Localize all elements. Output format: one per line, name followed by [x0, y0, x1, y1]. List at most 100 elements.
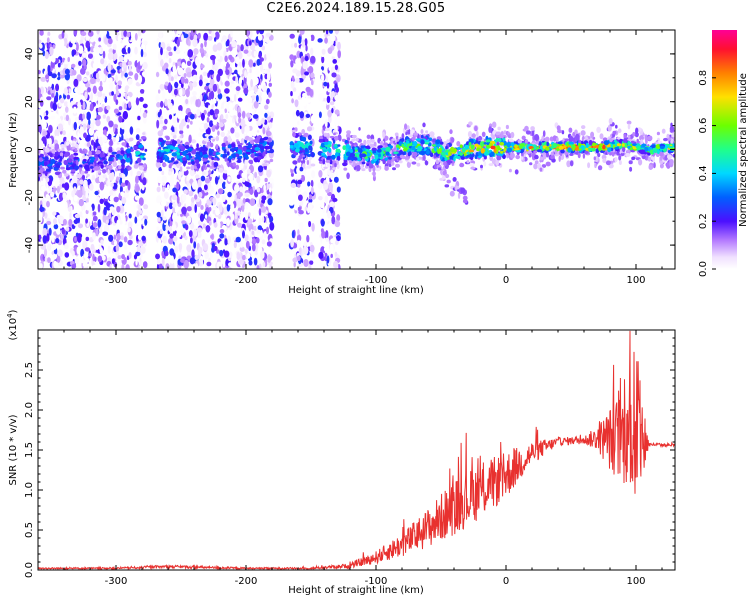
noise-speckle: [199, 123, 205, 130]
noise-speckle: [121, 254, 125, 260]
noise-speckle: [219, 233, 225, 239]
noise-speckle: [288, 201, 295, 206]
noise-speckle: [120, 182, 126, 187]
noise-speckle: [161, 258, 165, 267]
noise-speckle: [257, 165, 264, 173]
noise-speckle: [207, 245, 211, 254]
noise-speckle: [297, 239, 301, 249]
noise-speckle: [204, 40, 207, 48]
noise-speckle: [40, 243, 47, 250]
noise-speckle: [53, 224, 59, 230]
noise-speckle: [107, 178, 111, 187]
noise-speckle: [302, 60, 308, 70]
noise-speckle: [127, 78, 133, 85]
noise-speckle: [101, 136, 108, 143]
noise-speckle: [178, 44, 184, 52]
noise-speckle: [264, 177, 268, 183]
noise-speckle: [68, 219, 73, 227]
noise-speckle: [77, 234, 82, 243]
noise-speckle: [179, 130, 184, 135]
noise-speckle: [181, 165, 188, 172]
noise-speckle: [172, 203, 177, 208]
noise-speckle: [49, 46, 54, 56]
noise-speckle: [189, 257, 195, 265]
noise-speckle: [95, 72, 100, 80]
noise-speckle: [181, 34, 184, 42]
noise-speckle: [185, 224, 189, 231]
noise-speckle: [334, 30, 340, 35]
noise-speckle: [123, 236, 128, 243]
noise-speckle: [121, 47, 127, 55]
noise-speckle: [330, 253, 334, 258]
noise-speckle: [295, 58, 301, 65]
noise-speckle: [97, 106, 103, 113]
noise-speckle: [102, 74, 106, 82]
noise-speckle: [219, 159, 226, 164]
halo-speckle: [425, 130, 429, 134]
noise-speckle: [227, 176, 231, 182]
noise-speckle: [319, 188, 323, 197]
noise-speckle: [56, 255, 61, 263]
noise-speckle: [264, 169, 267, 175]
noise-speckle: [217, 92, 223, 100]
noise-speckle: [156, 37, 160, 44]
halo-speckle: [455, 185, 460, 190]
halo-speckle: [515, 154, 521, 160]
noise-speckle: [48, 124, 53, 134]
halo-speckle: [534, 154, 539, 160]
noise-speckle: [226, 204, 231, 212]
noise-speckle: [200, 43, 204, 49]
noise-speckle: [330, 91, 334, 101]
ridge-speckle: [426, 158, 431, 162]
noise-speckle: [244, 159, 249, 166]
noise-speckle: [57, 123, 64, 132]
noise-speckle: [304, 55, 309, 62]
noise-speckle: [196, 125, 200, 134]
noise-speckle: [246, 112, 251, 118]
noise-speckle: [135, 185, 140, 192]
noise-speckle: [260, 206, 267, 213]
noise-speckle: [266, 52, 271, 60]
noise-speckle: [86, 111, 91, 121]
noise-speckle: [160, 58, 164, 67]
noise-speckle: [320, 228, 324, 233]
noise-speckle: [174, 81, 179, 89]
noise-speckle: [134, 46, 138, 55]
noise-speckle: [266, 241, 272, 247]
noise-speckle: [261, 117, 265, 125]
noise-speckle: [157, 111, 161, 118]
noise-speckle: [165, 50, 169, 59]
noise-speckle: [79, 211, 83, 217]
noise-speckle: [85, 218, 88, 224]
noise-speckle: [172, 230, 177, 236]
noise-speckle: [297, 229, 300, 236]
halo-speckle: [534, 134, 540, 141]
noise-speckle: [117, 34, 122, 43]
noise-speckle: [137, 91, 141, 99]
noise-speckle: [109, 195, 115, 202]
noise-speckle: [113, 240, 118, 246]
noise-speckle: [156, 175, 162, 184]
noise-speckle: [115, 74, 118, 83]
noise-speckle: [109, 81, 114, 91]
noise-speckle: [264, 54, 267, 61]
noise-speckle: [82, 195, 87, 202]
noise-speckle: [310, 55, 316, 64]
noise-speckle: [168, 237, 174, 245]
noise-speckle: [296, 190, 300, 196]
noise-speckle: [242, 197, 246, 204]
noise-speckle: [318, 196, 323, 201]
halo-speckle: [556, 137, 559, 143]
noise-speckle: [229, 103, 233, 110]
noise-speckle: [126, 31, 131, 38]
noise-speckle: [162, 186, 166, 192]
noise-speckle: [125, 264, 130, 269]
halo-speckle: [647, 156, 652, 162]
noise-speckle: [242, 254, 246, 261]
noise-speckle: [176, 39, 180, 47]
halo-speckle: [422, 122, 426, 128]
noise-speckle: [198, 191, 203, 198]
halo-speckle: [667, 154, 672, 160]
noise-speckle: [137, 115, 141, 121]
noise-speckle: [96, 30, 100, 35]
